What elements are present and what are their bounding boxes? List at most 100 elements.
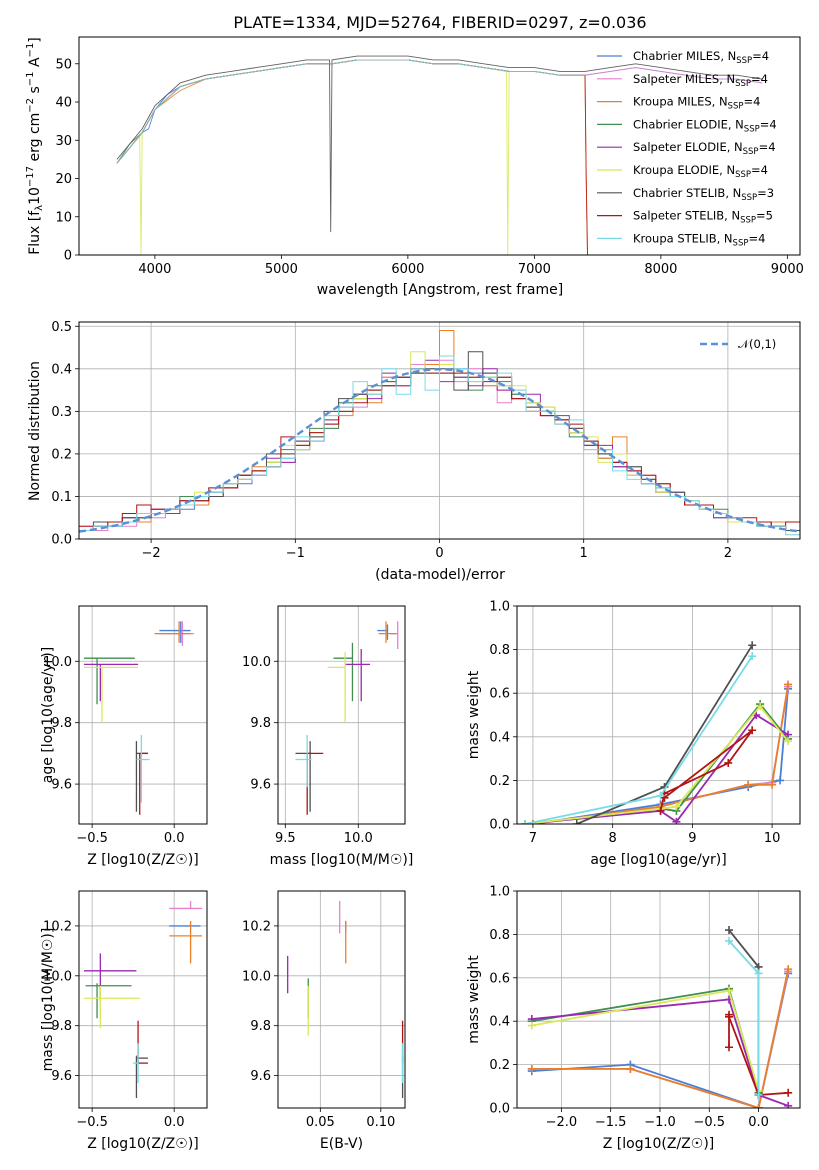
- axes-frame: [277, 605, 406, 825]
- y-tick-label: 10.0: [242, 655, 271, 670]
- weight-marker: [784, 965, 793, 974]
- weight-marker: [754, 1104, 763, 1108]
- plot-area: [520, 641, 793, 824]
- weight-marker: [756, 702, 765, 711]
- y-tick-label: 9.8: [250, 1019, 271, 1034]
- x-tick-label: 7000: [518, 262, 551, 277]
- y-tick-label: 10.0: [242, 969, 271, 984]
- legend-sub: SSP: [740, 216, 756, 226]
- weight-marker: [744, 780, 753, 789]
- legend-sub: SSP: [735, 79, 751, 89]
- legend-entry: Chabrier MILES, NSSP=4: [633, 49, 769, 66]
- x-tick-label: 0.0: [164, 1115, 185, 1130]
- weight-marker: [768, 780, 777, 789]
- weight-marker: [527, 1021, 536, 1030]
- legend-sub: SSP: [736, 56, 752, 66]
- weight-marker: [776, 776, 785, 785]
- legend-entry: Salpeter ELODIE, NSSP=4: [633, 140, 776, 157]
- y-axis-label: Flux [fλ10−17 erg cm−2 s−1 A−1]: [25, 37, 45, 255]
- weight-line: [531, 998, 789, 1107]
- legend-sub: SSP: [733, 238, 749, 248]
- weight-marker: [725, 986, 734, 995]
- x-tick-label: 8000: [644, 262, 677, 277]
- legend-tail: =4: [752, 49, 769, 63]
- x-axis-label: Z [log10(Z/Z☉)]: [603, 1136, 715, 1152]
- y-tick-label: 9.6: [51, 778, 72, 793]
- legend-name: Chabrier ELODIE, N: [633, 117, 744, 131]
- y-tick-label: 10: [55, 210, 72, 225]
- chart-title: PLATE=1334, MJD=52764, FIBERID=0297, z=0…: [233, 13, 646, 32]
- panel-8: −2.0 −1.5 −1.0 −0.5 0.0 0.0 0.2 0.4 0.6 0.8 1.0 Z […: [466, 885, 801, 1152]
- y-tick-label: 0.2: [489, 1058, 510, 1073]
- legend-name: Kroupa ELODIE, N: [633, 163, 735, 177]
- weight-marker: [656, 791, 665, 800]
- legend-tail: =5: [756, 209, 773, 223]
- weight-marker: [528, 820, 537, 824]
- x-axis-label: Z [log10(Z/Z☉)]: [87, 1136, 199, 1152]
- y-axis-label-part: A: [27, 57, 43, 71]
- y-axis-label: mass [log10(M/M☉)]: [40, 928, 56, 1072]
- weight-marker: [672, 817, 681, 824]
- x-tick-label: 8: [609, 831, 617, 846]
- x-tick-label: 7: [529, 831, 537, 846]
- y-axis-label-part: erg cm: [27, 113, 43, 166]
- spectrum-line: [116, 59, 510, 164]
- legend-sub: SSP: [741, 193, 757, 203]
- y-tick-label: 9.8: [250, 716, 271, 731]
- weight-marker: [656, 806, 665, 815]
- x-tick-label: 9: [688, 831, 696, 846]
- legend-sub: SSP: [744, 124, 760, 134]
- panel-3: −0.5 0.0 9.6 9.8 10.0 Z [log10(Z/Z☉)] age [log…: [40, 605, 208, 868]
- legend-tail: =4: [743, 95, 760, 109]
- y-tick-label: 9.8: [51, 716, 72, 731]
- y-tick-label: 0.0: [489, 1102, 510, 1117]
- y-tick-label: 0.6: [489, 687, 510, 702]
- weight-marker: [748, 652, 757, 661]
- weight-marker: [784, 1088, 793, 1097]
- x-tick-label: 0.10: [366, 1115, 395, 1130]
- weight-marker: [754, 969, 763, 978]
- spectrum-line: [116, 59, 588, 255]
- axes-frame: [78, 321, 801, 540]
- legend-tail: =4: [751, 72, 768, 86]
- y-axis-label-part: s: [27, 86, 43, 98]
- y-axis-label: mass weight: [466, 670, 482, 759]
- axes-frame: [516, 890, 801, 1109]
- x-tick-label: 4000: [138, 262, 171, 277]
- x-tick-label: 10.0: [344, 831, 373, 846]
- y-tick-label: 10.2: [43, 919, 72, 934]
- x-axis-label: wavelength [Angstrom, rest frame]: [317, 282, 563, 298]
- y-tick-label: 0.2: [51, 447, 72, 462]
- x-tick-label: −1.5: [595, 1115, 627, 1130]
- x-axis-label: E(B-V): [320, 1136, 363, 1152]
- weight-marker: [520, 820, 529, 824]
- y-tick-label: 0.4: [489, 730, 510, 745]
- legend-entry: Salpeter MILES, NSSP=4: [633, 72, 768, 89]
- y-tick-label: 20: [55, 172, 72, 187]
- legend-name: Salpeter STELIB, N: [633, 209, 740, 223]
- x-axis-label: age [log10(age/yr)]: [590, 852, 726, 868]
- x-tick-label: −1.0: [644, 1115, 676, 1130]
- weight-marker: [784, 680, 793, 689]
- legend-tail: =4: [759, 140, 776, 154]
- plot-area: [83, 900, 203, 1099]
- legend-tail: =4: [751, 163, 768, 177]
- legend-name: Kroupa MILES, N: [633, 95, 728, 109]
- legend-entry: Chabrier STELIB, NSSP=3: [633, 186, 774, 203]
- axes-frame: [78, 890, 208, 1109]
- legend-tail: =3: [757, 186, 774, 200]
- legend-entry: 𝒩(0,1): [738, 337, 776, 351]
- y-tick-label: 10.2: [242, 919, 271, 934]
- weight-marker: [748, 726, 757, 735]
- weight-marker: [725, 926, 734, 935]
- y-tick-label: 0.0: [489, 818, 510, 833]
- legend-sub: SSP: [743, 147, 759, 157]
- x-tick-label: −2.0: [546, 1115, 578, 1130]
- y-tick-label: 0.4: [489, 1015, 510, 1030]
- legend-sub: SSP: [735, 170, 751, 180]
- plot-area: [287, 900, 404, 1099]
- plot-area: [527, 926, 793, 1108]
- weight-marker: [572, 820, 581, 824]
- y-tick-label: 0.6: [489, 971, 510, 986]
- y-tick-label: 30: [55, 134, 72, 149]
